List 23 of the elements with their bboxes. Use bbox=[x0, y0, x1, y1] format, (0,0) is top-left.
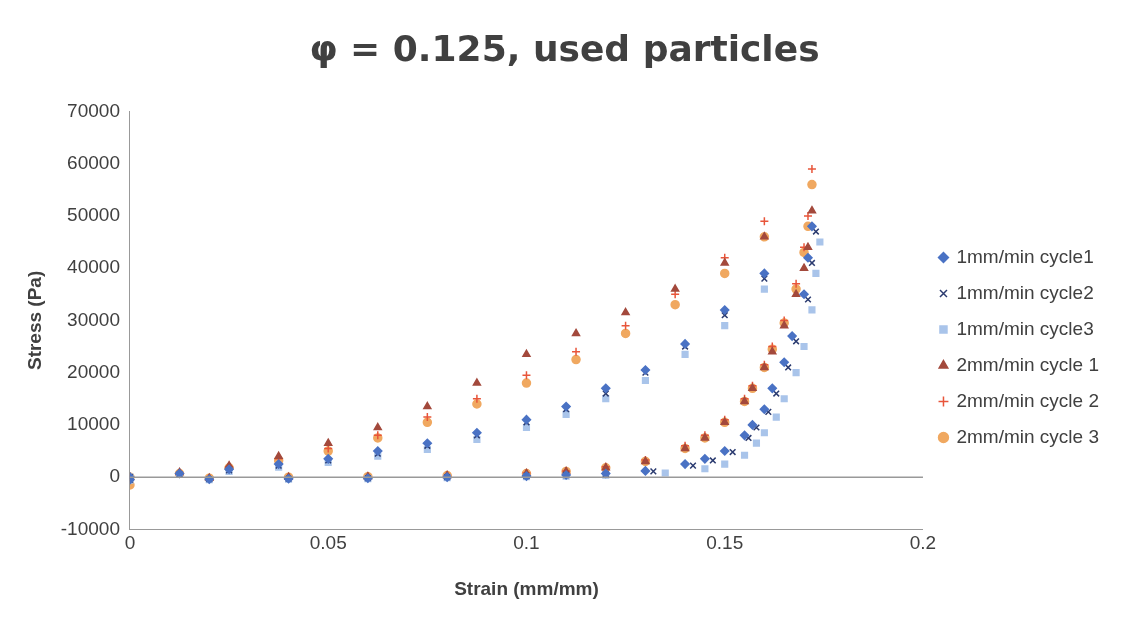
y-tick-label: 10000 bbox=[67, 413, 120, 435]
chart-title: φ = 0.125, used particles bbox=[308, 28, 821, 69]
legend-label: 2mm/min cycle 1 bbox=[956, 353, 1099, 375]
y-tick-label: 20000 bbox=[67, 360, 120, 382]
x-tick-label: 0.2 bbox=[909, 532, 937, 554]
y-tick-label: 60000 bbox=[67, 151, 120, 173]
y-axis-title: Stress (Pa) bbox=[23, 270, 45, 371]
y-tick-label: 30000 bbox=[67, 308, 120, 330]
legend-label: 1mm/min cycle3 bbox=[956, 317, 1094, 339]
x-tick-label: 0 bbox=[124, 532, 136, 554]
y-tick-label: 50000 bbox=[67, 204, 120, 226]
x-tick-label: 0.15 bbox=[706, 532, 744, 554]
y-tick-label: 40000 bbox=[67, 256, 120, 278]
legend-label: 1mm/min cycle1 bbox=[956, 245, 1094, 267]
legend-label: 2mm/min cycle 2 bbox=[956, 389, 1099, 411]
x-tick-label: 0.05 bbox=[309, 532, 347, 554]
y-tick-label: 70000 bbox=[67, 99, 120, 121]
x-tick-label: 0.1 bbox=[513, 532, 540, 554]
x-axis-title: Strain (mm/mm) bbox=[454, 577, 599, 599]
legend-label: 1mm/min cycle2 bbox=[956, 281, 1094, 303]
y-tick-label: 0 bbox=[109, 465, 120, 487]
legend-label: 2mm/min cycle 3 bbox=[956, 425, 1099, 447]
y-tick-label: -10000 bbox=[60, 517, 120, 539]
